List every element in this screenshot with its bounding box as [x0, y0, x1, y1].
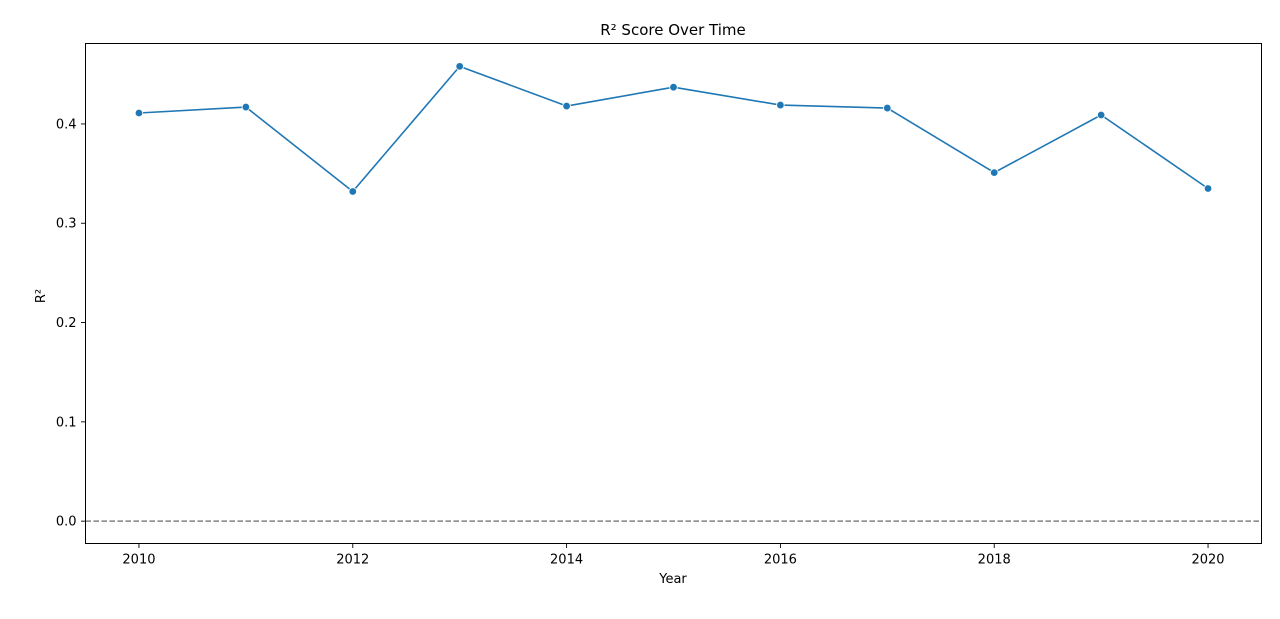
- x-tick-label: 2018: [978, 553, 1011, 568]
- data-point: [1096, 110, 1106, 120]
- data-point: [455, 62, 464, 71]
- data-point: [883, 103, 892, 113]
- y-tick-label: 0.4: [56, 117, 77, 132]
- y-axis: 0.0 0.1 0.2 0.3 0.4: [56, 117, 86, 530]
- x-axis-label: Year: [658, 572, 687, 587]
- x-tick-label: 2016: [764, 553, 797, 568]
- data-point: [776, 100, 785, 110]
- y-tick-label: 0.0: [56, 515, 77, 530]
- x-tick-label: 2014: [550, 553, 583, 568]
- x-tick-label: 2012: [336, 553, 369, 568]
- data-point: [241, 102, 251, 112]
- chart-title: R² Score Over Time: [600, 21, 746, 39]
- plot-content: [85, 62, 1262, 522]
- x-tick-label: 2020: [1191, 553, 1224, 568]
- y-tick-label: 0.3: [56, 217, 77, 232]
- data-point: [990, 168, 999, 177]
- y-tick-label: 0.2: [56, 316, 77, 331]
- x-tick-label: 2010: [122, 553, 155, 568]
- data-point: [669, 82, 678, 92]
- data-point: [1203, 184, 1213, 193]
- y-axis-label: R²: [34, 289, 49, 303]
- data-point: [562, 101, 571, 111]
- x-axis: 2010 2012 2014 2016 2018 2020: [122, 543, 1225, 568]
- y-tick-label: 0.1: [56, 415, 77, 430]
- data-point: [348, 187, 357, 196]
- plot-frame: [85, 43, 1262, 544]
- data-point: [134, 108, 144, 118]
